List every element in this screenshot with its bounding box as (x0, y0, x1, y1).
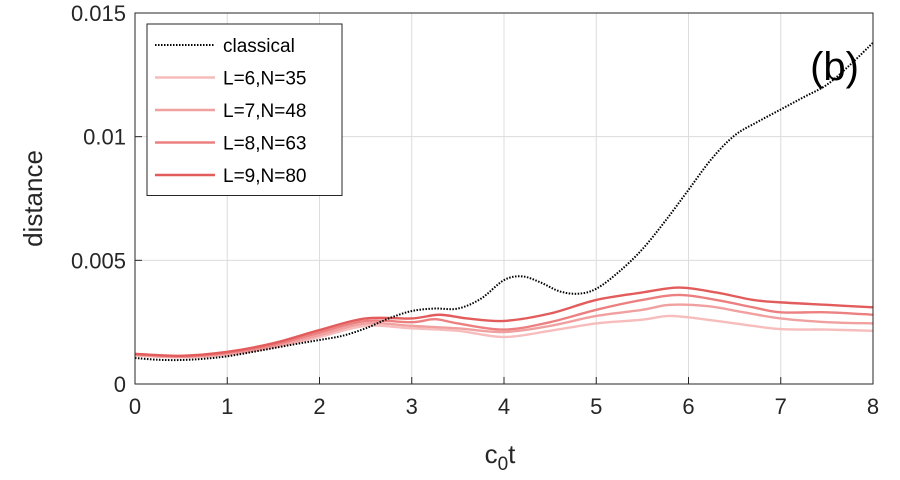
y-tick-label: 0.01 (83, 125, 126, 150)
series-line-2 (134, 303, 874, 358)
x-tick-label: 2 (313, 394, 325, 419)
legend-label: classical (223, 36, 295, 57)
x-tick-label: 3 (406, 394, 418, 419)
x-tick-label: 1 (221, 394, 233, 419)
legend-label: L=6,N=35 (223, 69, 306, 90)
x-axis-label: c0t (485, 439, 517, 475)
y-tick-label: 0 (114, 372, 126, 397)
x-axis-label-subscript: 0 (498, 454, 509, 475)
legend-label: L=9,N=80 (223, 166, 306, 187)
panel-label: (b) (810, 45, 859, 89)
legend: classical L=6,N=35 L=7,N=48 L=8,N=63 L=9,N=8… (146, 23, 343, 196)
x-tick-label: 8 (867, 394, 879, 419)
x-tick-label: 0 (129, 394, 141, 419)
x-axis-label-main: c (485, 439, 498, 469)
x-tick-label: 7 (775, 394, 787, 419)
x-tick-label: 5 (590, 394, 602, 419)
x-tick-label: 6 (682, 394, 694, 419)
series-line-4 (134, 286, 874, 358)
series-line-3 (134, 293, 874, 358)
legend-label: L=8,N=63 (223, 134, 306, 155)
ticks: 0 1 2 3 4 5 6 7 8 0 0.005 0.01 0.015 (71, 1, 879, 419)
x-axis-label-tail: t (508, 439, 516, 469)
y-axis-label: distance (18, 150, 48, 247)
series-line-0 (134, 41, 874, 362)
y-tick-label: 0.005 (71, 248, 126, 273)
series-group (134, 41, 874, 362)
y-tick-label: 0.015 (71, 1, 126, 26)
legend-label: L=7,N=48 (223, 101, 306, 122)
x-tick-label: 4 (498, 394, 510, 419)
